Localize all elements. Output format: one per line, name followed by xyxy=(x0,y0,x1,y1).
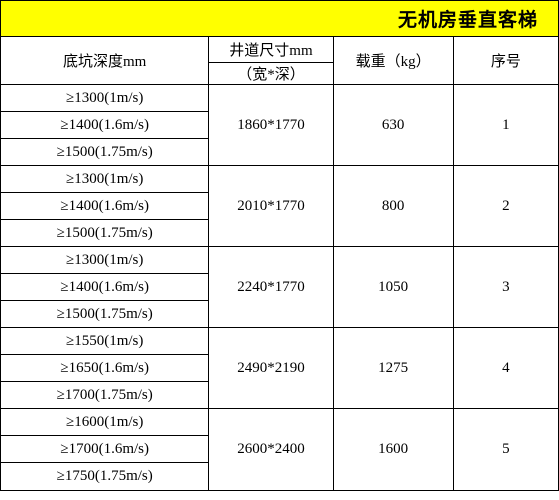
hdr-hoist-bot: （宽*深） xyxy=(209,63,333,85)
id-cell: 3 xyxy=(453,247,558,328)
table-row: ≥1600(1m/s)2600*240016005 xyxy=(1,409,559,436)
pit-cell: ≥1550(1m/s) xyxy=(1,328,209,355)
hdr-id: 序号 xyxy=(453,37,558,85)
hoist-cell: 2600*2400 xyxy=(209,409,333,491)
pit-cell: ≥1300(1m/s) xyxy=(1,247,209,274)
id-cell: 2 xyxy=(453,166,558,247)
pit-cell: ≥1400(1.6m/s) xyxy=(1,274,209,301)
hoist-cell: 2240*1770 xyxy=(209,247,333,328)
hdr-hoist-top: 井道尺寸mm xyxy=(209,37,333,63)
pit-cell: ≥1500(1.75m/s) xyxy=(1,220,209,247)
load-cell: 800 xyxy=(333,166,453,247)
pit-cell: ≥1750(1.75m/s) xyxy=(1,463,209,491)
pit-cell: ≥1700(1.6m/s) xyxy=(1,436,209,463)
load-cell: 1050 xyxy=(333,247,453,328)
table-row: ≥1300(1m/s)1860*17706301 xyxy=(1,85,559,112)
hdr-pit: 底坑深度mm xyxy=(1,37,209,85)
pit-cell: ≥1300(1m/s) xyxy=(1,166,209,193)
table-row: ≥1550(1m/s)2490*219012754 xyxy=(1,328,559,355)
title-text: 无机房垂直客梯 xyxy=(398,5,538,32)
pit-cell: ≥1500(1.75m/s) xyxy=(1,301,209,328)
hoist-cell: 1860*1770 xyxy=(209,85,333,166)
load-cell: 1600 xyxy=(333,409,453,491)
hoist-cell: 2490*2190 xyxy=(209,328,333,409)
pit-cell: ≥1400(1.6m/s) xyxy=(1,193,209,220)
id-cell: 5 xyxy=(453,409,558,491)
pit-cell: ≥1300(1m/s) xyxy=(1,85,209,112)
pit-cell: ≥1700(1.75m/s) xyxy=(1,382,209,409)
header-row-1: 底坑深度mm 井道尺寸mm 载重（kg） 序号 xyxy=(1,37,559,63)
hdr-load: 载重（kg） xyxy=(333,37,453,85)
hoist-cell: 2010*1770 xyxy=(209,166,333,247)
title-bar: 无机房垂直客梯 xyxy=(0,0,559,36)
pit-cell: ≥1400(1.6m/s) xyxy=(1,112,209,139)
table-row: ≥1300(1m/s)2010*17708002 xyxy=(1,166,559,193)
pit-cell: ≥1600(1m/s) xyxy=(1,409,209,436)
load-cell: 630 xyxy=(333,85,453,166)
id-cell: 1 xyxy=(453,85,558,166)
table-row: ≥1300(1m/s)2240*177010503 xyxy=(1,247,559,274)
elevator-spec-table: 底坑深度mm 井道尺寸mm 载重（kg） 序号 （宽*深） ≥1300(1m/s… xyxy=(0,36,559,491)
pit-cell: ≥1500(1.75m/s) xyxy=(1,139,209,166)
id-cell: 4 xyxy=(453,328,558,409)
load-cell: 1275 xyxy=(333,328,453,409)
pit-cell: ≥1650(1.6m/s) xyxy=(1,355,209,382)
